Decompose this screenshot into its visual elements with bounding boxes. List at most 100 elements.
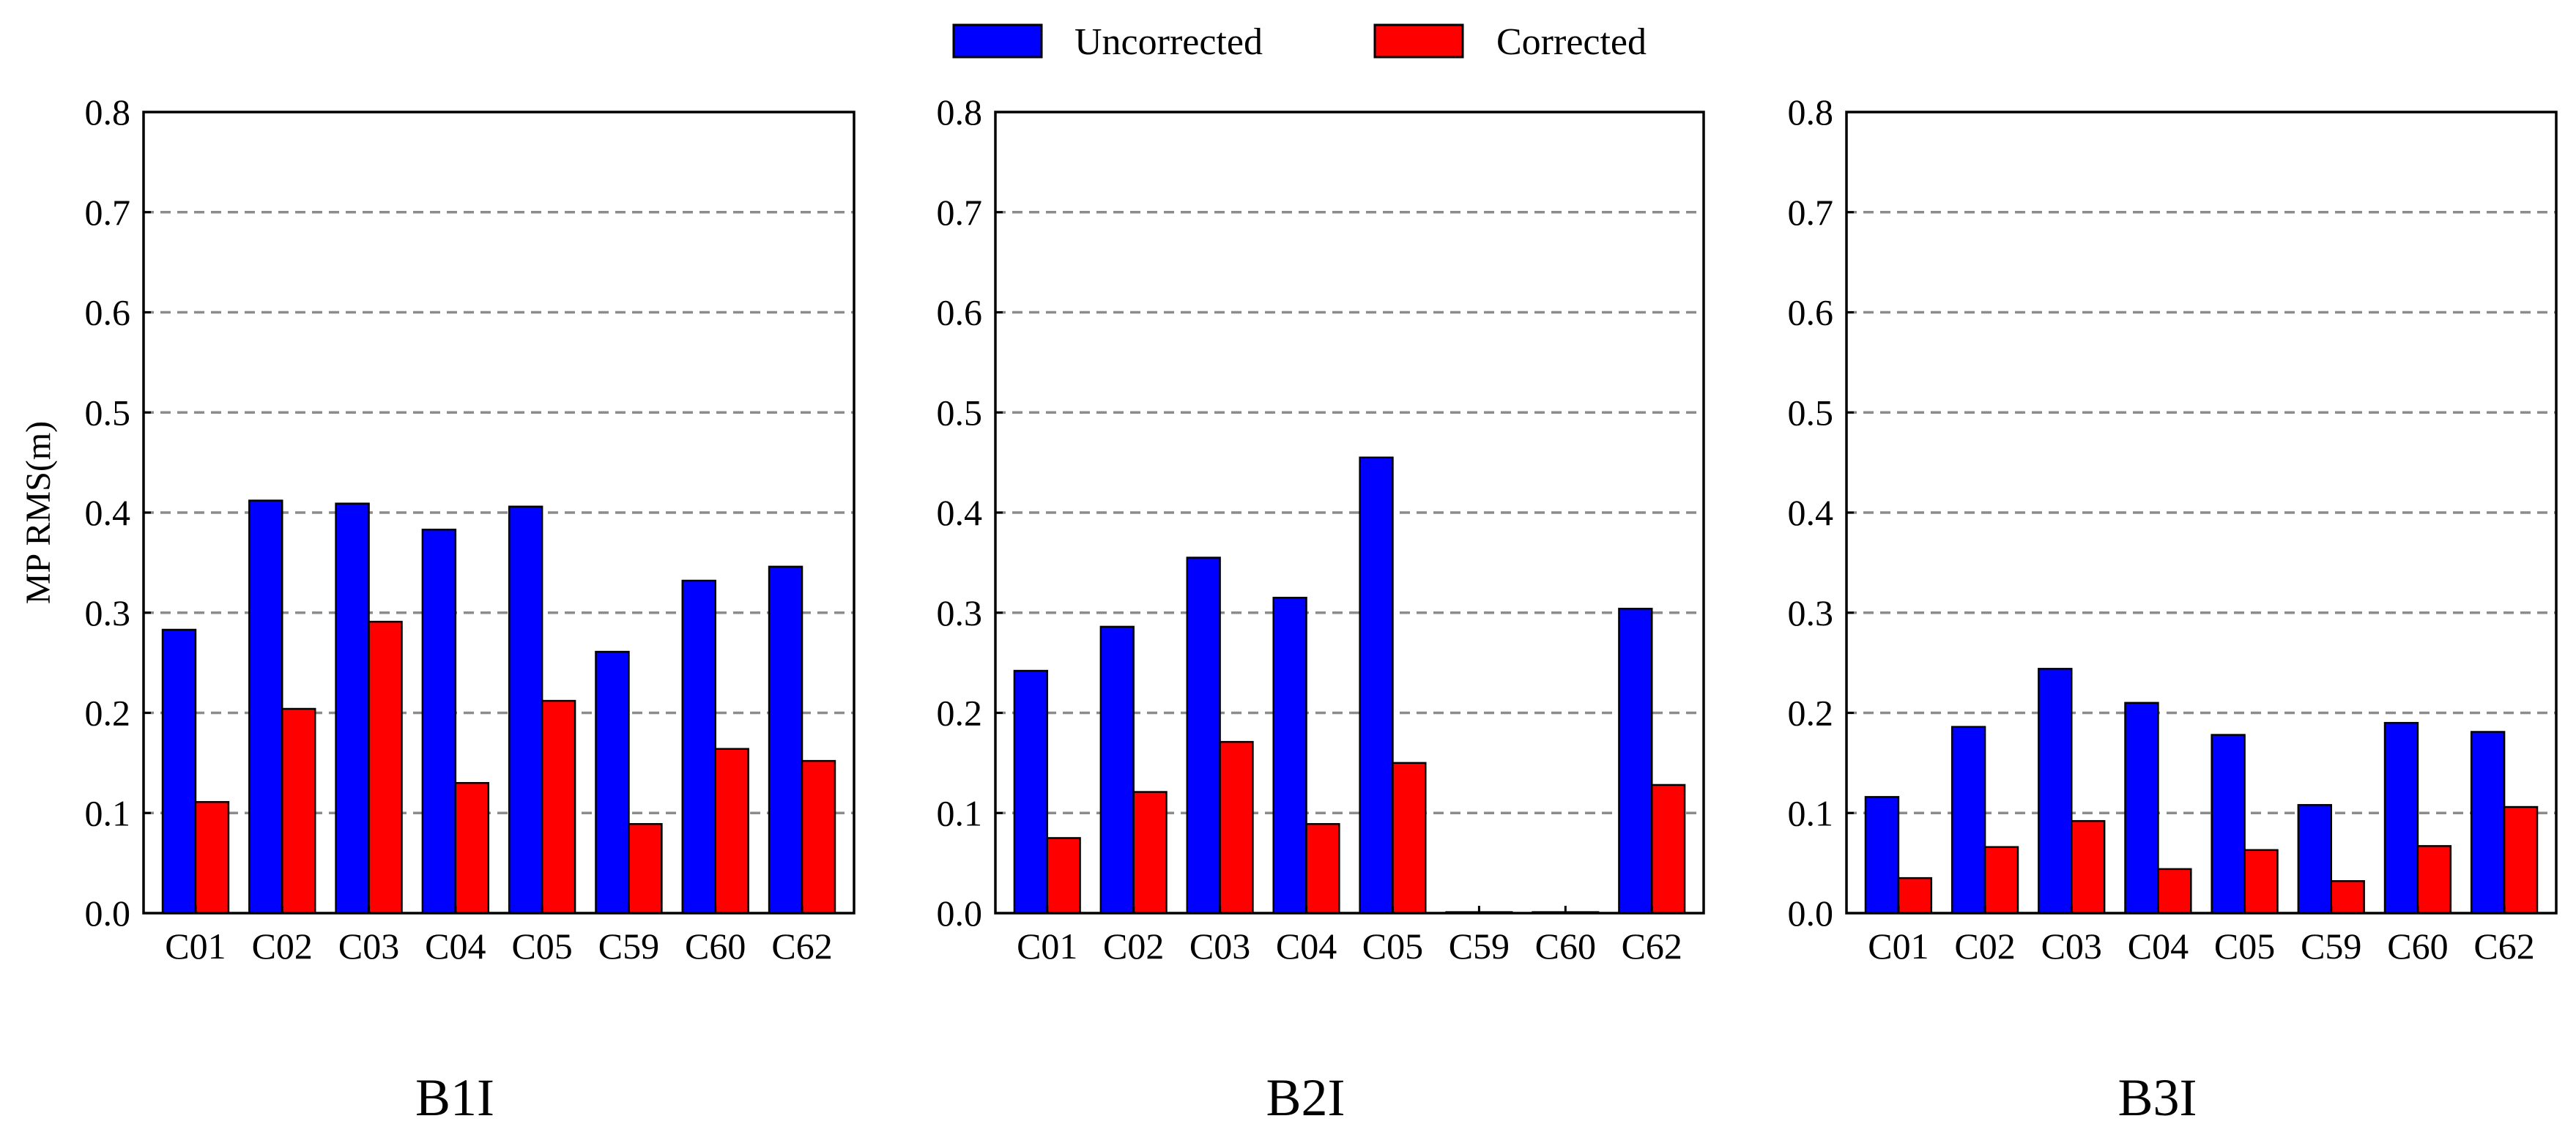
y-tick-label: 0.5 <box>85 392 131 433</box>
y-tick-label: 0.0 <box>937 893 983 934</box>
x-tick-label: C02 <box>1103 926 1164 967</box>
y-tick-label: 0.5 <box>1788 392 1834 433</box>
bar-corrected-c05 <box>1392 762 1427 915</box>
x-tick-label: C01 <box>1017 926 1077 967</box>
y-tick-label: 0.6 <box>85 292 131 333</box>
x-tick-label: C04 <box>425 926 486 967</box>
x-tick-label: C59 <box>1449 926 1510 967</box>
bar-corrected-c01 <box>194 800 230 915</box>
bar-uncorrected-c05 <box>1359 456 1394 915</box>
x-tick-label: C59 <box>598 926 659 967</box>
legend-swatch-corrected <box>1373 23 1464 59</box>
bar-uncorrected-c60 <box>681 579 716 915</box>
y-tick-label: 0.6 <box>1788 292 1834 333</box>
y-tick-label: 0.4 <box>937 492 983 533</box>
bar-corrected-c59 <box>628 823 663 915</box>
x-tick-label: C05 <box>2214 926 2275 967</box>
y-tick-label: 0.8 <box>1788 92 1834 133</box>
bar-corrected-c04 <box>454 781 490 915</box>
bar-corrected-c62 <box>1650 784 1686 915</box>
bar-uncorrected-c62 <box>768 565 803 915</box>
panel-title: B2I <box>1266 1068 1345 1127</box>
x-tick-label: C05 <box>511 926 572 967</box>
legend-label-uncorrected: Uncorrected <box>1074 21 1263 63</box>
y-tick-label: 0.1 <box>1788 792 1834 833</box>
bar-uncorrected-c02 <box>1950 726 1986 915</box>
x-tick-label: C02 <box>252 926 313 967</box>
bar-corrected-c62 <box>2503 805 2539 915</box>
x-tick-label: C62 <box>771 926 832 967</box>
bar-uncorrected-c02 <box>1099 625 1135 915</box>
bar-corrected-c01 <box>1897 877 1933 915</box>
x-tick-label: C60 <box>685 926 746 967</box>
y-tick-label: 0.0 <box>1788 893 1834 934</box>
y-tick-label: 0.8 <box>937 92 983 133</box>
bar-uncorrected-c60 <box>2383 721 2419 915</box>
y-tick-label: 0.0 <box>85 893 131 934</box>
bar-uncorrected-c02 <box>248 499 283 915</box>
bar-corrected-c02 <box>1132 791 1168 915</box>
y-tick-label: 0.4 <box>1788 492 1834 533</box>
panels: 0.0 0.1 0.2 0.3 0.4 0.5 0.6 0.7 0.8 C01 C02 C03 C04 C… <box>85 92 2558 1127</box>
x-tick-label: C03 <box>1189 926 1250 967</box>
y-axis-title: MP RMS(m) <box>19 421 58 604</box>
y-tick-label: 0.2 <box>85 693 131 734</box>
x-tick-label: C03 <box>2041 926 2102 967</box>
bar-uncorrected-c05 <box>508 505 543 915</box>
bar-corrected-c04 <box>1305 823 1340 915</box>
x-tick-label: C59 <box>2301 926 2361 967</box>
legend-swatch-uncorrected <box>952 23 1043 59</box>
bar-uncorrected-c04 <box>421 528 457 915</box>
y-tick-label: 0.4 <box>85 492 131 533</box>
bar-corrected-c05 <box>2243 849 2279 915</box>
bar-corrected-c02 <box>281 707 316 915</box>
panel-title: B3I <box>2118 1068 2197 1127</box>
bar-corrected-c02 <box>1983 846 2019 915</box>
y-tick-label: 0.7 <box>85 192 131 233</box>
y-tick-label: 0.2 <box>1788 693 1834 734</box>
x-tick-label: C60 <box>2387 926 2448 967</box>
bar-uncorrected-c62 <box>2470 731 2506 915</box>
bar-uncorrected-c62 <box>1618 608 1653 915</box>
x-tick-label: C60 <box>1535 926 1596 967</box>
bar-uncorrected-c01 <box>1013 669 1049 915</box>
y-tick-label: 0.3 <box>937 592 983 633</box>
y-tick-label: 0.1 <box>85 792 131 833</box>
x-tick-label: C04 <box>1276 926 1337 967</box>
bar-uncorrected-c59 <box>2297 804 2333 915</box>
bar-corrected-c59 <box>2330 879 2365 915</box>
y-tick-label: 0.1 <box>937 792 983 833</box>
y-tick-label: 0.3 <box>85 592 131 633</box>
x-tick-label: C03 <box>338 926 399 967</box>
bar-uncorrected-c03 <box>1186 557 1221 915</box>
bar-corrected-c05 <box>541 699 576 915</box>
bar-uncorrected-c01 <box>1864 796 1900 915</box>
plot-frame <box>1845 111 2558 915</box>
bar-uncorrected-c59 <box>595 650 630 915</box>
bar-corrected-c03 <box>1219 740 1254 915</box>
y-tick-label: 0.7 <box>1788 192 1834 233</box>
bar-corrected-c03 <box>368 620 403 915</box>
plot-frame <box>994 111 1705 915</box>
bar-corrected-c60 <box>714 748 749 915</box>
x-tick-label: C05 <box>1362 926 1423 967</box>
bar-uncorrected-c04 <box>1272 596 1307 915</box>
y-tick-label: 0.2 <box>937 693 983 734</box>
bar-corrected-c03 <box>2070 819 2106 915</box>
x-tick-label: C01 <box>165 926 226 967</box>
x-tick-label: C01 <box>1868 926 1929 967</box>
bar-uncorrected-c03 <box>2038 668 2073 915</box>
legend-label-corrected: Corrected <box>1496 21 1647 63</box>
y-tick-label: 0.7 <box>937 192 983 233</box>
bar-corrected-c01 <box>1046 837 1081 915</box>
x-tick-label: C62 <box>2473 926 2534 967</box>
bar-corrected-c62 <box>801 759 836 915</box>
y-tick-label: 0.6 <box>937 292 983 333</box>
bar-corrected-c60 <box>2416 845 2452 915</box>
panel-b1i: 0.0 0.1 0.2 0.3 0.4 0.5 0.6 0.7 0.8 C01 C02 C03 C04 C… <box>85 92 855 1127</box>
y-tick-label: 0.8 <box>85 92 131 133</box>
y-tick-label: 0.3 <box>1788 592 1834 633</box>
legend: Uncorrected Corrected <box>952 21 1647 63</box>
bar-uncorrected-c03 <box>335 502 370 915</box>
